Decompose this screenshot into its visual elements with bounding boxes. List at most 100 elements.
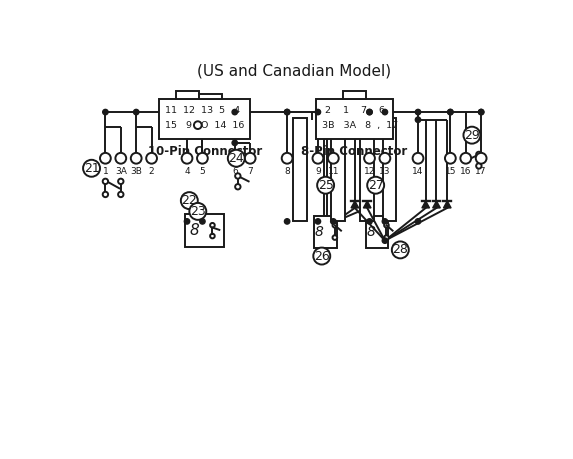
Circle shape	[476, 152, 481, 157]
Text: 8: 8	[284, 167, 290, 176]
Text: 13: 13	[379, 167, 391, 176]
Bar	[343, 91, 366, 99]
Circle shape	[313, 247, 330, 264]
Circle shape	[103, 109, 108, 115]
Text: 14: 14	[413, 167, 423, 176]
Bar	[316, 99, 393, 139]
Circle shape	[413, 153, 423, 164]
Circle shape	[332, 235, 337, 240]
Circle shape	[367, 109, 372, 115]
Circle shape	[384, 223, 388, 228]
Circle shape	[317, 177, 334, 194]
Circle shape	[103, 179, 108, 184]
Circle shape	[232, 140, 237, 146]
Circle shape	[235, 184, 241, 190]
Bar	[176, 91, 199, 99]
Bar	[159, 99, 250, 139]
Circle shape	[367, 177, 384, 194]
Circle shape	[282, 153, 292, 164]
Text: 3B   3A   8  ,  17: 3B 3A 8 , 17	[322, 121, 398, 129]
Circle shape	[460, 153, 471, 164]
Circle shape	[382, 238, 387, 243]
Text: 5: 5	[199, 167, 205, 176]
Circle shape	[382, 218, 387, 224]
Circle shape	[232, 109, 237, 115]
Text: 8-Pin Connector: 8-Pin Connector	[301, 145, 407, 158]
Circle shape	[382, 109, 387, 115]
Circle shape	[118, 192, 124, 197]
Bar	[331, 118, 345, 221]
Circle shape	[315, 218, 321, 224]
Circle shape	[415, 117, 421, 123]
Polygon shape	[422, 201, 430, 208]
Circle shape	[315, 109, 321, 115]
Circle shape	[284, 218, 290, 224]
Text: 16: 16	[460, 167, 472, 176]
Bar	[314, 216, 337, 248]
Circle shape	[476, 153, 486, 164]
Circle shape	[134, 109, 139, 115]
Circle shape	[476, 163, 481, 168]
Text: 8: 8	[367, 225, 375, 239]
Circle shape	[478, 109, 484, 115]
Text: 1: 1	[103, 167, 108, 176]
Bar	[293, 118, 307, 221]
Circle shape	[415, 109, 421, 115]
Circle shape	[189, 203, 206, 220]
Circle shape	[197, 153, 208, 164]
Text: 2: 2	[149, 167, 154, 176]
Bar	[199, 94, 222, 99]
Text: 10-Pin Connector: 10-Pin Connector	[148, 145, 262, 158]
Circle shape	[392, 241, 409, 258]
Text: (US and Canadian Model): (US and Canadian Model)	[197, 63, 391, 78]
Text: 8: 8	[190, 223, 199, 238]
Circle shape	[118, 179, 124, 184]
Circle shape	[448, 109, 453, 115]
Circle shape	[181, 192, 198, 209]
Circle shape	[210, 234, 215, 238]
Circle shape	[284, 109, 290, 115]
Circle shape	[379, 153, 390, 164]
Text: 3B: 3B	[130, 167, 142, 176]
Circle shape	[328, 153, 339, 164]
Text: 21: 21	[84, 162, 99, 175]
Bar	[366, 216, 388, 248]
Text: 9: 9	[315, 167, 321, 176]
Circle shape	[228, 150, 245, 167]
Circle shape	[312, 153, 323, 164]
Circle shape	[464, 127, 480, 144]
Text: 17: 17	[476, 167, 487, 176]
Text: 29: 29	[464, 129, 480, 142]
Text: 26: 26	[314, 250, 329, 263]
Bar	[186, 214, 224, 247]
Text: 11: 11	[328, 167, 339, 176]
Polygon shape	[433, 201, 440, 208]
Circle shape	[235, 174, 241, 179]
Circle shape	[332, 223, 337, 228]
Circle shape	[331, 218, 336, 224]
Text: 25: 25	[317, 179, 333, 192]
Circle shape	[131, 153, 142, 164]
Circle shape	[229, 153, 240, 164]
Text: 11  12  13  5   4: 11 12 13 5 4	[166, 106, 241, 115]
Circle shape	[182, 153, 193, 164]
Text: 6: 6	[232, 167, 238, 176]
Polygon shape	[444, 201, 451, 208]
Text: 4: 4	[184, 167, 190, 176]
Text: 3A: 3A	[115, 167, 127, 176]
Circle shape	[83, 160, 100, 177]
Circle shape	[367, 109, 372, 115]
Circle shape	[415, 218, 421, 224]
Circle shape	[445, 153, 456, 164]
Text: 8: 8	[315, 225, 324, 239]
Text: 24: 24	[229, 152, 244, 165]
Circle shape	[100, 153, 111, 164]
Text: 2    1    7    6: 2 1 7 6	[322, 106, 384, 115]
Circle shape	[185, 218, 190, 224]
Circle shape	[200, 218, 205, 224]
Circle shape	[284, 109, 290, 115]
Text: 28: 28	[393, 243, 408, 257]
Text: 12: 12	[364, 167, 375, 176]
Circle shape	[448, 109, 453, 115]
Circle shape	[364, 153, 375, 164]
